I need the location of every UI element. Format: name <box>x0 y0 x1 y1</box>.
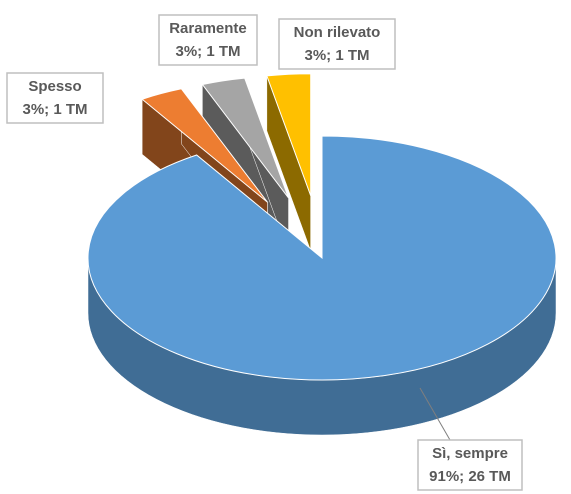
label-box <box>158 14 258 66</box>
pie-slice <box>266 73 312 251</box>
slice-top <box>87 135 557 381</box>
category-label: Non rilevato <box>294 24 381 41</box>
pie-slice <box>87 135 557 436</box>
label-box <box>6 72 104 124</box>
slice-top <box>266 73 312 196</box>
slice-top <box>141 88 268 203</box>
category-label: Sì, sempre <box>432 445 508 462</box>
value-label: 3%; 1 TM <box>304 47 369 64</box>
category-label: Raramente <box>169 20 247 37</box>
label-box <box>417 439 523 491</box>
leader-line <box>419 387 451 441</box>
category-label: Spesso <box>28 78 81 95</box>
label-box <box>278 18 396 70</box>
value-label: 3%; 1 TM <box>22 101 87 118</box>
slice-top <box>201 77 289 199</box>
value-label: 91%; 26 TM <box>429 468 511 485</box>
value-label: 3%; 1 TM <box>175 43 240 60</box>
